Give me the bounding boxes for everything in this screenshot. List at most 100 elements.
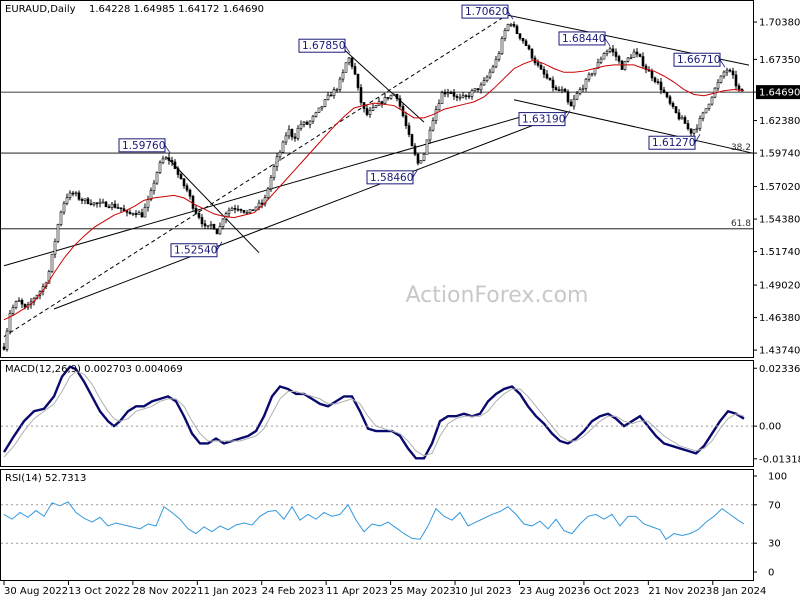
candle-body [644,65,648,71]
date-tick-label: 10 Jul 2023 [455,586,512,597]
candle-body [386,97,390,99]
candle-body [62,202,66,213]
candle-body [566,91,570,103]
candle-body [80,199,84,201]
rsi-title: RSI(14) 52.7313 [5,473,86,484]
candle-body [629,57,633,59]
candle-body [179,174,183,180]
candle-body [65,197,69,204]
candle-body [578,89,582,94]
macd-tick-label: 0.023366 [759,364,800,375]
candle-body [557,89,561,91]
candle-body [410,134,414,147]
candle-body [623,61,627,70]
candle-body [146,199,150,208]
candle-body [677,112,681,120]
price-annotation-label: 1.52540 [174,245,217,257]
candle-body [509,24,513,26]
candle-body [545,73,549,79]
candle-body [434,109,438,122]
candle-body [188,189,192,197]
trend-line [343,49,425,123]
candle-body [209,223,213,226]
price-annotation-pointer [604,38,611,47]
candle-body [149,190,153,200]
moving-average [3,59,745,321]
candle-body [575,93,579,100]
candle-body [191,195,195,209]
candle-body [485,76,489,81]
candle-body [461,95,465,98]
candle-body [548,77,552,81]
candle-body [299,123,303,129]
candle-body [314,112,318,117]
candle-body [155,172,159,184]
candle-body [227,210,231,214]
price-annotation-pointer [564,110,571,120]
candle-body [230,207,234,211]
candle-body [668,96,672,104]
candle-body [251,209,255,211]
price-annotation-pointer [507,11,514,20]
macd-line [2,365,745,460]
candle-body [641,56,645,67]
candle-body [110,203,114,208]
price-axis: 1.70380 1.67350 1.62380 1.59740 1.57020 1.543… [753,18,800,357]
candle-body [101,201,105,204]
candle-body [323,99,327,107]
candle-body [182,178,186,187]
candle-body [560,88,564,91]
candle-body [584,78,588,89]
price-tick-label: 1.43740 [759,346,800,357]
candle-body [335,89,339,91]
candle-body [680,117,684,120]
candle-body [308,120,312,125]
candle-body [704,108,708,114]
candle-body [23,303,27,308]
candle-body [683,117,687,124]
candle-body [569,101,573,107]
candle-body [275,156,279,168]
rsi-tick-label: 100 [768,472,787,483]
candle-body [413,145,417,155]
candle-body [617,56,621,62]
candle-body [719,75,723,83]
candle-body [302,121,306,125]
candle-body [305,121,309,125]
date-tick-label: 6 Oct 2023 [584,586,639,597]
candle-body [695,127,699,130]
macd-panel-frame [0,360,754,467]
candle-body [392,93,396,96]
candle-body [59,211,63,225]
candle-body [50,253,54,272]
candle-body [359,87,363,103]
candle-body [2,346,6,350]
candle-body [503,30,507,39]
candle-body [530,48,534,59]
candle-body [176,168,180,175]
ohlc-label: 1.64228 1.64985 1.64172 1.64690 [89,4,264,15]
candle-body [341,72,345,80]
candle-body [368,110,372,115]
price-tick-label: 1.57020 [759,182,800,193]
date-tick-label: 8 Jan 2024 [713,586,767,597]
candle-body [632,51,636,58]
candle-body [128,211,132,214]
candle-body [716,82,720,89]
price-annotations: 1.70620 1.67850 1.68440 1.66710 1.59760 1.525… [118,4,726,258]
candle-body [269,177,273,190]
price-annotation-pointer [344,45,351,54]
candle-body [185,185,189,191]
candle-body [152,182,156,192]
candle-body [383,97,387,104]
candle-body [536,62,540,66]
candle-body [707,103,711,109]
candle-body [497,53,501,60]
candle-body [725,69,729,73]
macd-signal-line [3,371,745,458]
candle-body [653,77,657,83]
candle-body [47,271,51,284]
candle-body [203,223,207,227]
candle-body [596,61,600,69]
candle-body [242,210,246,213]
